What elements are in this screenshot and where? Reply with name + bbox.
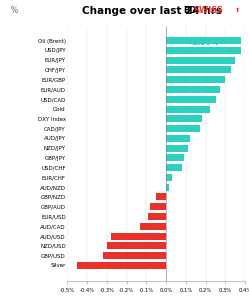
Text: Change over last 24 hrs: Change over last 24 hrs xyxy=(82,5,222,16)
Bar xyxy=(148,213,166,220)
Bar xyxy=(107,242,166,249)
Bar xyxy=(166,164,182,171)
Bar xyxy=(166,154,184,161)
Bar xyxy=(150,203,166,210)
Bar xyxy=(103,252,166,259)
Bar xyxy=(111,232,166,240)
Bar xyxy=(166,106,210,112)
Bar xyxy=(166,125,200,132)
Text: ⬆: ⬆ xyxy=(235,8,241,13)
Bar xyxy=(166,76,226,83)
Text: +1.36%: +1.36% xyxy=(186,38,218,46)
Bar xyxy=(166,96,216,103)
Bar xyxy=(166,86,220,93)
Bar xyxy=(166,47,241,54)
Text: BD: BD xyxy=(183,6,196,15)
Bar xyxy=(166,184,169,191)
Bar xyxy=(140,223,166,230)
Bar xyxy=(166,37,241,44)
Bar xyxy=(166,135,190,142)
Bar xyxy=(166,66,231,74)
Bar xyxy=(156,194,166,200)
Bar xyxy=(166,115,202,122)
Bar xyxy=(166,57,235,64)
Bar xyxy=(77,262,166,269)
Text: %: % xyxy=(10,6,17,15)
Bar xyxy=(166,145,188,152)
Bar xyxy=(166,174,172,181)
Text: SWISS: SWISS xyxy=(193,6,223,15)
